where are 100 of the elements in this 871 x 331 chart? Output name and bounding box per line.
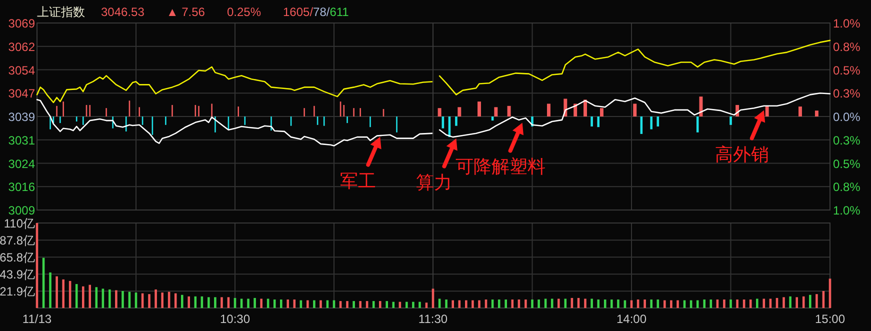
bar <box>115 290 118 308</box>
bar <box>633 104 637 116</box>
y-tick-label: 65.8亿 <box>0 250 35 265</box>
bar <box>88 284 92 308</box>
bar <box>472 300 474 308</box>
y2-tick-label: 0.5% <box>833 63 861 78</box>
bar <box>798 106 802 116</box>
bar <box>590 116 593 126</box>
bar <box>280 300 282 308</box>
y-tick-label: 3016 <box>8 180 36 194</box>
y-tick-label: 3047 <box>8 86 36 101</box>
bar <box>208 297 210 308</box>
annotation: 军工 <box>340 170 376 191</box>
y-tick-label: 3054 <box>8 63 36 78</box>
bar <box>538 300 540 308</box>
bar <box>438 108 442 116</box>
bar <box>49 272 52 308</box>
chart-title: 上证指数 <box>37 5 85 19</box>
y2-tick-label: 0.8% <box>833 180 861 194</box>
annotation: 高外销 <box>714 144 769 164</box>
bar <box>254 298 256 308</box>
bar <box>406 302 408 308</box>
bar <box>306 300 309 308</box>
bar <box>730 116 732 125</box>
annotation: 可降解塑料 <box>455 156 546 177</box>
bar <box>600 108 604 116</box>
text: ▲ 7.56 <box>166 5 206 19</box>
bar <box>676 300 679 308</box>
bar <box>597 300 600 308</box>
bar <box>597 116 600 128</box>
bar <box>756 298 758 308</box>
bar <box>730 300 732 308</box>
y2-tick-label: 0.8% <box>833 40 861 54</box>
bar <box>180 294 184 308</box>
bar <box>670 300 672 308</box>
x-tick-label: 14:00 <box>616 312 647 326</box>
y-tick-label: 3009 <box>8 204 36 218</box>
bar <box>796 297 798 308</box>
y-tick-label: 21.9亿 <box>0 284 35 299</box>
bar <box>782 297 785 308</box>
bar <box>148 294 150 308</box>
bar <box>814 110 818 116</box>
bar <box>386 301 388 308</box>
bar <box>507 106 511 116</box>
text: 0.25% <box>226 5 262 19</box>
bar <box>214 297 216 308</box>
bar <box>412 302 414 308</box>
bar <box>650 300 652 308</box>
bar <box>723 300 726 308</box>
y2-tick-label: 1.0% <box>833 204 861 218</box>
y-tick-label: 3031 <box>8 133 36 148</box>
bar <box>346 301 348 308</box>
y2-tick-label: 0.3% <box>833 133 861 148</box>
bar <box>644 300 646 308</box>
bar <box>247 298 250 308</box>
annotation: 算力 <box>416 172 452 192</box>
bar <box>584 298 586 308</box>
bar <box>664 300 666 308</box>
bar <box>610 300 613 308</box>
y2-tick-label: 0.5% <box>833 156 861 171</box>
y-tick-label: 87.8亿 <box>0 234 35 248</box>
bar <box>188 296 190 308</box>
bar <box>494 107 498 116</box>
bar <box>154 289 157 308</box>
bar <box>478 102 481 116</box>
bar <box>584 100 587 116</box>
bar <box>352 301 355 308</box>
x-tick-label: 10:30 <box>220 312 250 326</box>
bar <box>809 294 812 308</box>
bar <box>286 300 290 308</box>
x-tick-label: 15:00 <box>814 312 846 326</box>
bar <box>617 300 620 308</box>
bar <box>313 300 316 308</box>
bar <box>56 276 58 308</box>
bar <box>62 279 64 308</box>
text: 3046.53 <box>101 5 145 19</box>
x-tick-label: 11:30 <box>418 312 448 326</box>
bar <box>220 297 223 308</box>
y2-tick-label: 1.0% <box>833 16 861 30</box>
bar <box>452 300 454 308</box>
y2-tick-label: 0.0% <box>833 110 861 124</box>
bar <box>699 96 703 116</box>
bar <box>531 300 534 308</box>
bar <box>458 107 462 116</box>
bar <box>359 301 362 308</box>
bar <box>378 301 382 308</box>
y-tick-label: 43.9亿 <box>0 268 35 282</box>
text: 1605/78/611 <box>283 5 350 19</box>
bar <box>108 289 111 308</box>
bar <box>590 298 593 308</box>
y2-tick-label: 0.3% <box>833 86 861 101</box>
bar <box>504 300 507 308</box>
bar <box>736 300 738 308</box>
bar <box>558 298 560 308</box>
bar <box>465 300 468 308</box>
y-tick-label: 3069 <box>8 16 36 30</box>
bar <box>546 104 550 116</box>
bar <box>703 300 706 308</box>
y-tick-label: 3039 <box>8 110 36 124</box>
bar <box>524 300 527 308</box>
